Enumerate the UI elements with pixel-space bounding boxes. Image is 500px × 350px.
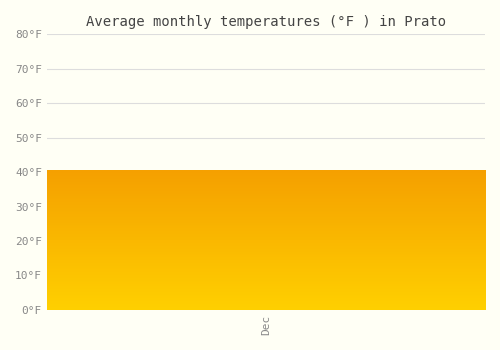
Title: Average monthly temperatures (°F ) in Prato: Average monthly temperatures (°F ) in Pr… — [86, 15, 446, 29]
